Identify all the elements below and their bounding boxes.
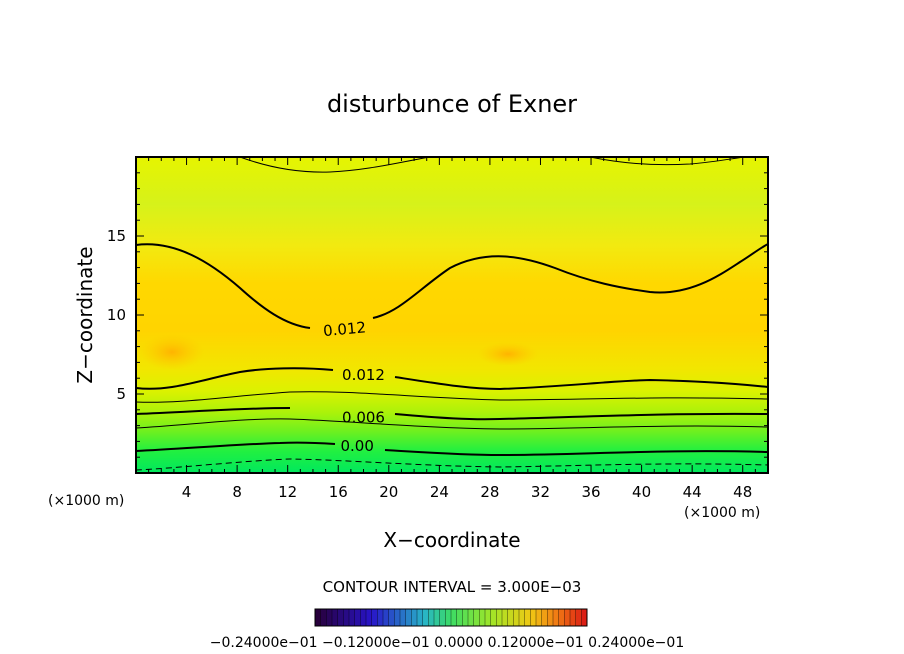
- colorbar-cell: [553, 609, 559, 626]
- x-tick-label: 44: [683, 483, 702, 501]
- colorbar-cell: [338, 609, 344, 626]
- x-tick-label: 8: [232, 483, 242, 501]
- colorbar-cell: [542, 609, 548, 626]
- colorbar-cell: [502, 609, 508, 626]
- colorbar-cell: [468, 609, 474, 626]
- colorbar-cell: [559, 609, 565, 626]
- colorbar-cell: [508, 609, 514, 626]
- colorbar-cell: [383, 609, 389, 626]
- x-tick-label: 4: [182, 483, 192, 501]
- x-tick-label: 48: [733, 483, 752, 501]
- max-spot-right: [478, 342, 538, 366]
- colorbar-cell: [389, 609, 395, 626]
- colorbar-cell: [530, 609, 536, 626]
- contour-label: 0.006: [342, 409, 385, 427]
- colorbar-cell: [355, 609, 361, 626]
- colorbar-cell: [564, 609, 570, 626]
- colorbar-cell: [474, 609, 480, 626]
- colorbar-cell: [349, 609, 355, 626]
- colorbar-cell: [451, 609, 457, 626]
- colorbar-cell: [445, 609, 451, 626]
- colorbar-cell: [411, 609, 417, 626]
- x-tick-label: 28: [480, 483, 499, 501]
- x-axis-title: X−coordinate: [383, 528, 520, 552]
- colorbar-cell: [519, 609, 525, 626]
- y-tick-label: 15: [107, 227, 126, 245]
- x-tick-label: 16: [329, 483, 348, 501]
- colorbar-cell: [423, 609, 429, 626]
- colorbar: [315, 609, 588, 626]
- contour-label: 0.012: [322, 318, 366, 340]
- plot-area: [136, 157, 768, 473]
- colorbar-cell: [496, 609, 502, 626]
- colorbar-cell: [570, 609, 576, 626]
- z-unit-label: (×1000 m): [684, 505, 760, 521]
- colorbar-cell: [457, 609, 463, 626]
- colorbar-cell: [513, 609, 519, 626]
- x-tick-label: 32: [531, 483, 550, 501]
- colorbar-cell: [332, 609, 338, 626]
- colorbar-cell: [440, 609, 446, 626]
- colorbar-cell: [321, 609, 327, 626]
- colorbar-cell: [428, 609, 434, 626]
- colorbar-cell: [417, 609, 423, 626]
- colorbar-cell: [536, 609, 542, 626]
- colorbar-cell: [462, 609, 468, 626]
- colorbar-cell: [360, 609, 366, 626]
- colorbar-cell: [366, 609, 372, 626]
- colorbar-cell: [547, 609, 553, 626]
- x-tick-label: 40: [632, 483, 651, 501]
- y-axis-title: Z−coordinate: [73, 246, 97, 383]
- colorbar-cell: [326, 609, 332, 626]
- x-unit-label: (×1000 m): [48, 493, 124, 509]
- x-tick-label: 36: [581, 483, 600, 501]
- field-fill: [136, 157, 768, 473]
- colorbar-cell: [479, 609, 485, 626]
- x-tick-label: 20: [379, 483, 398, 501]
- max-spot-left: [140, 334, 204, 370]
- colorbar-cell: [491, 609, 497, 626]
- y-tick-label: 5: [116, 385, 126, 403]
- colorbar-cell: [576, 609, 582, 626]
- y-tick-label: 10: [107, 306, 126, 324]
- x-tick-label: 12: [278, 483, 297, 501]
- colorbar-labels: −0.24000e−01 −0.12000e−01 0.0000 0.12000…: [210, 635, 684, 651]
- colorbar-cell: [315, 609, 321, 626]
- contour-label: 0.00: [340, 437, 373, 455]
- colorbar-cell: [485, 609, 491, 626]
- x-tick-label: 24: [430, 483, 449, 501]
- colorbar-cell: [434, 609, 440, 626]
- chart-title: disturbunce of Exner: [327, 90, 577, 118]
- colorbar-cell: [406, 609, 412, 626]
- contour-chart: disturbunce of Exner 0.012 0.012 0.006 0.00…: [0, 0, 904, 654]
- colorbar-cell: [394, 609, 400, 626]
- colorbar-cell: [525, 609, 531, 626]
- colorbar-cell: [372, 609, 378, 626]
- contour-interval-label: CONTOUR INTERVAL = 3.000E−03: [323, 578, 582, 596]
- colorbar-cell: [377, 609, 383, 626]
- contour-label: 0.012: [342, 366, 385, 384]
- colorbar-cell: [400, 609, 406, 626]
- colorbar-cell: [343, 609, 349, 626]
